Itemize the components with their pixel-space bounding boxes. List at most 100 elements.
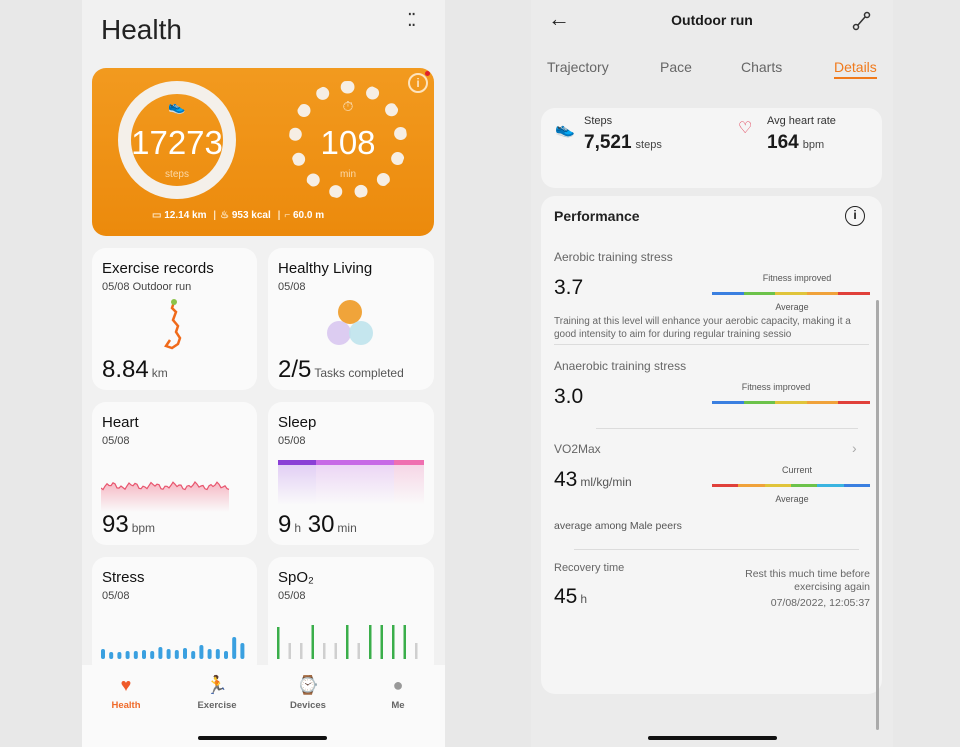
back-arrow-icon[interactable]: ← bbox=[548, 6, 570, 31]
tab-trajectory[interactable]: Trajectory bbox=[547, 59, 609, 75]
stress-bar bbox=[125, 651, 130, 659]
stress-bar bbox=[207, 649, 212, 659]
chevron-right-icon[interactable]: › bbox=[852, 440, 857, 456]
tab-charts[interactable]: Charts bbox=[741, 59, 783, 75]
person-icon: ● bbox=[392, 675, 404, 695]
nav-health[interactable]: ♥ Health bbox=[91, 675, 161, 711]
spo2-card[interactable]: SpO₂ 05/08 bbox=[268, 557, 434, 677]
distance: 8.84 bbox=[102, 356, 149, 383]
anaerobic-label: Anaerobic training stress bbox=[554, 359, 687, 373]
active-tab-indicator bbox=[834, 77, 877, 79]
tab-details[interactable]: Details bbox=[834, 59, 877, 75]
aerobic-value: 3.7 bbox=[554, 276, 584, 299]
stress-bar bbox=[150, 651, 155, 659]
nav-devices[interactable]: ⌚ Devices bbox=[273, 675, 343, 711]
nav-exercise[interactable]: 🏃 Exercise bbox=[182, 675, 252, 711]
recovery-label: Recovery time bbox=[554, 562, 625, 574]
gauge-average-label: Average bbox=[775, 494, 809, 504]
home-indicator[interactable] bbox=[198, 736, 327, 740]
steps-value: 7,521 bbox=[584, 132, 632, 153]
stress-bar bbox=[109, 652, 114, 659]
stress-bar bbox=[158, 647, 163, 659]
stress-bar bbox=[142, 650, 146, 659]
unit: h bbox=[580, 592, 588, 606]
card-title: Stress bbox=[102, 569, 145, 586]
vo2max-gauge bbox=[712, 484, 870, 487]
stairs-icon: ⌐ bbox=[284, 210, 291, 221]
summary-stats: ▭ 12.14 km | ♨ 953 kcal | ⌐ 60.0 m bbox=[152, 210, 325, 221]
unit: bpm bbox=[802, 139, 825, 151]
info-icon[interactable]: i bbox=[408, 73, 428, 93]
sleep-stages-chart bbox=[278, 460, 424, 505]
home-indicator[interactable] bbox=[648, 736, 777, 740]
heart-rate-sparkline bbox=[101, 481, 230, 512]
gauge-average-label: Average bbox=[775, 302, 809, 312]
exercise-records-card[interactable]: Exercise records 05/08 Outdoor run 8.84 k… bbox=[92, 248, 257, 390]
aerobic-description: Training at this level will enhance your… bbox=[554, 316, 851, 340]
unit: km bbox=[151, 366, 168, 380]
unit: bpm bbox=[131, 521, 156, 535]
aerobic-label: Aerobic training stress bbox=[554, 250, 673, 264]
spo2-bar-chart bbox=[277, 625, 418, 659]
steps-unit: steps bbox=[165, 169, 189, 180]
recovery-timestamp: 07/08/2022, 12:05:37 bbox=[770, 597, 870, 609]
heart-rate-value: 164 bbox=[767, 132, 799, 153]
spo2-bar bbox=[288, 643, 291, 659]
health-app-screen: Health ⁚⁚ 👟 17273 steps ⏱ 108 min i ▭ 12… bbox=[82, 0, 445, 747]
stress-bar bbox=[224, 651, 228, 659]
card-title: SpO₂ bbox=[278, 569, 314, 586]
shoe-icon: 👟 bbox=[168, 98, 186, 114]
performance-card: Performance i Aerobic training stress 3.… bbox=[541, 196, 882, 694]
spo2-bar bbox=[403, 625, 406, 659]
scrollbar[interactable] bbox=[876, 300, 879, 730]
gauge-marker-label: Fitness improved bbox=[741, 382, 811, 392]
tasks-rings-icon bbox=[327, 300, 373, 345]
heart-card[interactable]: Heart 05/08 93 bpm bbox=[92, 402, 257, 545]
card-title: Sleep bbox=[278, 414, 317, 431]
aerobic-gauge bbox=[712, 292, 870, 295]
page-title: Outdoor run bbox=[671, 12, 753, 28]
spo2-bar bbox=[357, 643, 360, 659]
ruler-icon: ▭ bbox=[152, 210, 162, 221]
card-date: 05/08 bbox=[102, 435, 130, 447]
heart-rate-icon: ♡ bbox=[738, 120, 753, 137]
heart-value: 93 bbox=[102, 511, 129, 538]
spo2-bar bbox=[334, 643, 337, 659]
spo2-bar bbox=[323, 643, 326, 659]
stress-bar bbox=[199, 645, 204, 659]
bottom-nav: ♥ Health 🏃 Exercise ⌚ Devices ● Me bbox=[82, 665, 445, 747]
info-icon[interactable]: i bbox=[845, 206, 865, 226]
spo2-bar bbox=[300, 643, 303, 659]
unit: min bbox=[337, 521, 357, 535]
stress-bar bbox=[240, 643, 245, 659]
card-date: 05/08 bbox=[102, 590, 130, 602]
card-title: Exercise records bbox=[102, 260, 214, 277]
unit: steps bbox=[635, 139, 662, 151]
calories-value: 953 kcal bbox=[231, 210, 271, 221]
route-share-icon[interactable] bbox=[852, 11, 872, 31]
healthy-living-card[interactable]: Healthy Living 05/08 2/5 Tasks completed bbox=[268, 248, 434, 390]
performance-title: Performance bbox=[554, 208, 640, 224]
tasks-done: 2/5 bbox=[278, 356, 312, 383]
steps-value: 17273 bbox=[131, 124, 223, 161]
stress-bar bbox=[101, 649, 105, 659]
stress-bar bbox=[166, 649, 171, 659]
stress-bar bbox=[117, 652, 122, 659]
grid-menu-icon[interactable]: ⁚⁚ bbox=[407, 10, 417, 30]
nav-me[interactable]: ● Me bbox=[363, 675, 433, 711]
nav-label: Devices bbox=[290, 700, 326, 711]
stress-card[interactable]: Stress 05/08 bbox=[92, 557, 257, 677]
vo2max-label[interactable]: VO2Max bbox=[554, 442, 601, 456]
minutes-value: 108 bbox=[320, 124, 376, 161]
tab-pace[interactable]: Pace bbox=[660, 59, 692, 75]
sleep-hours: 9 bbox=[278, 511, 292, 538]
gauge-marker-label: Current bbox=[781, 465, 812, 475]
sleep-minutes: 30 bbox=[307, 511, 335, 538]
activity-summary-card[interactable]: 👟 17273 steps ⏱ 108 min i ▭ 12.14 km | ♨ … bbox=[92, 68, 434, 236]
unit: ml/kg/min bbox=[580, 475, 632, 489]
steps-label: Steps bbox=[584, 115, 613, 127]
spo2-bar bbox=[380, 625, 383, 659]
stress-bar bbox=[215, 649, 220, 659]
recovery-note: Rest this much time before exercising ag… bbox=[745, 568, 870, 593]
